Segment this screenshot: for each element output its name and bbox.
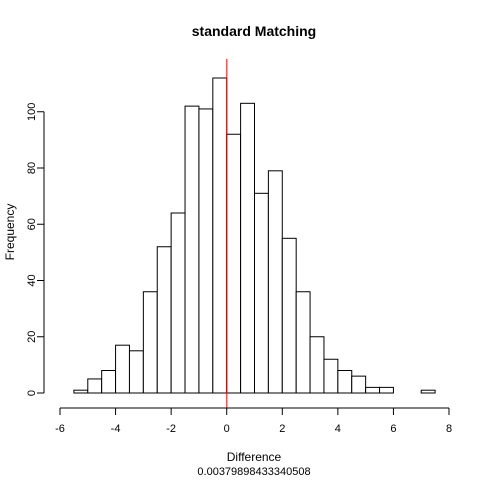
histogram-bar xyxy=(73,389,89,394)
histogram-bar xyxy=(379,386,394,394)
y-tick-label: 80 xyxy=(26,162,38,174)
y-axis: 0 20 40 60 80 100 xyxy=(26,103,45,396)
histogram-bar xyxy=(420,389,436,394)
x-tick-label: 0 xyxy=(224,423,230,435)
histogram-bar xyxy=(323,358,339,394)
x-axis: -6 -4 -2 0 2 4 6 8 xyxy=(55,407,452,435)
histogram-bar xyxy=(281,237,297,394)
histogram-bar xyxy=(337,370,353,394)
histogram-bar xyxy=(226,133,242,394)
x-tick-label: 6 xyxy=(390,423,396,435)
x-tick-label: -2 xyxy=(166,423,176,435)
histogram-bar xyxy=(267,170,283,394)
histogram-bar xyxy=(212,77,228,394)
histogram-bar xyxy=(128,350,144,394)
chart-subtitle: 0.00379898433340508 xyxy=(197,466,310,478)
histogram-bar xyxy=(254,192,269,394)
histogram-bar xyxy=(101,370,117,394)
histogram-bar xyxy=(365,386,381,394)
y-tick-label: 40 xyxy=(26,274,38,286)
histogram-bar xyxy=(309,336,325,394)
x-tick-label: -4 xyxy=(111,423,121,435)
histogram-bar xyxy=(87,378,103,394)
histogram-bar xyxy=(295,291,311,394)
y-tick-label: 0 xyxy=(26,390,38,396)
x-tick-label: 2 xyxy=(279,423,285,435)
y-tick-label: 100 xyxy=(26,103,38,121)
histogram-bar xyxy=(184,105,200,394)
y-axis-label: Frequency xyxy=(3,204,17,261)
x-tick-label: -6 xyxy=(55,423,65,435)
histogram-bar xyxy=(240,102,256,394)
histogram-bar xyxy=(170,212,186,394)
chart-title: standard Matching xyxy=(192,23,316,39)
histogram-bar xyxy=(156,246,172,394)
histogram-bar xyxy=(198,108,214,394)
y-tick-label: 20 xyxy=(26,331,38,343)
histogram-bar xyxy=(115,344,130,394)
x-tick-label: 4 xyxy=(335,423,341,435)
histogram-bars xyxy=(73,77,436,394)
y-tick-label: 60 xyxy=(26,218,38,230)
x-axis-label: Difference xyxy=(227,450,282,464)
histogram-bar xyxy=(351,375,367,394)
histogram-bar xyxy=(142,291,158,394)
x-tick-label: 8 xyxy=(446,423,452,435)
